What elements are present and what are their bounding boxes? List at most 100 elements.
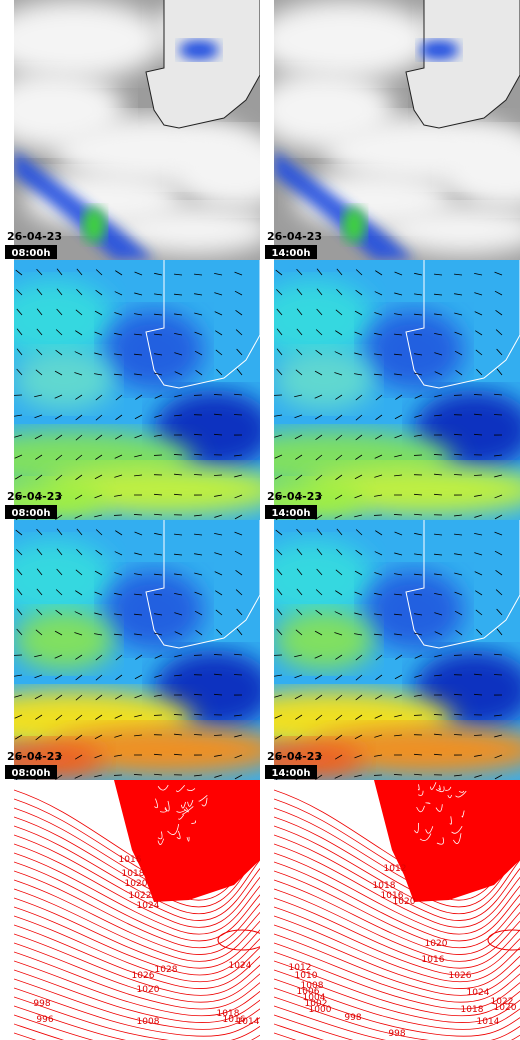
- wind-arrow: [114, 572, 123, 576]
- isobar-label: 1000: [309, 1005, 332, 1015]
- wind-arrow: [414, 293, 423, 296]
- wind-arrow: [434, 394, 443, 398]
- map-panel: [274, 0, 520, 260]
- map-content: [274, 520, 520, 780]
- wind-arrow: [214, 292, 223, 296]
- wind-arrow: [134, 373, 143, 376]
- wind-arrow: [213, 693, 223, 696]
- wind-arrow: [233, 653, 243, 656]
- wind-arrow: [134, 454, 143, 458]
- isobar: [14, 906, 260, 976]
- wind-arrow: [115, 270, 123, 276]
- isobar: [14, 969, 260, 1024]
- wind-arrow: [235, 309, 243, 316]
- wind-arrow: [235, 589, 243, 596]
- wind-arrow: [133, 514, 143, 516]
- wind-arrow: [234, 474, 243, 478]
- wind-arrow: [473, 673, 483, 676]
- wind-arrow: [174, 352, 183, 356]
- isobar: [274, 906, 520, 976]
- wind-arrow: [15, 494, 23, 501]
- wind-arrow: [316, 308, 323, 316]
- wind-arrow: [75, 474, 83, 481]
- terrain-contour: [154, 798, 158, 809]
- wind-arrow: [173, 454, 183, 456]
- wind-arrow: [394, 292, 403, 296]
- wind-arrow: [233, 393, 243, 396]
- isobar-label: 1022: [491, 997, 514, 1007]
- wind-arrow: [474, 292, 483, 296]
- wind-arrow: [355, 414, 363, 421]
- rain-core: [342, 207, 366, 243]
- wind-arrow: [153, 773, 163, 776]
- wind-arrow: [236, 348, 243, 356]
- terrain-contour: [176, 784, 185, 793]
- wind-arrow: [334, 514, 343, 519]
- wind-arrow: [374, 714, 383, 719]
- wind-arrow: [473, 394, 483, 396]
- isobar-label: 1022: [129, 891, 152, 901]
- wind-arrow: [315, 474, 323, 481]
- wind-arrow: [215, 349, 223, 356]
- wind-arrow: [473, 693, 483, 696]
- wind-arrow: [194, 273, 203, 276]
- wind-arrow: [154, 532, 163, 536]
- wind-arrow: [134, 531, 143, 536]
- wind-arrow: [234, 290, 243, 296]
- wind-arrow: [374, 613, 383, 616]
- wind-arrow: [355, 529, 363, 536]
- wind-arrow: [94, 494, 103, 499]
- isobar-label: 1026: [449, 971, 472, 981]
- wind-arrow: [453, 433, 463, 436]
- isobar-label: 998: [344, 1013, 361, 1023]
- wind-arrow: [414, 654, 423, 659]
- map-panel: [14, 260, 260, 520]
- wind-arrow: [276, 308, 283, 316]
- wind-arrow: [295, 714, 303, 720]
- wind-arrow: [434, 654, 443, 658]
- terrain-contour: [451, 825, 463, 834]
- wind-arrow: [94, 633, 103, 636]
- wind-arrow: [74, 632, 83, 636]
- terrain-contour: [418, 790, 424, 796]
- wind-arrow: [114, 633, 123, 636]
- date-label: 26-04-23: [7, 490, 62, 503]
- time-label: 08:00h: [12, 508, 51, 519]
- wind-arrow: [314, 630, 323, 636]
- wind-arrow: [496, 608, 503, 616]
- wind-arrow: [214, 494, 223, 497]
- rain-band: [274, 150, 414, 260]
- isobar: [274, 924, 520, 990]
- wind-arrow: [174, 414, 183, 417]
- wind-arrow: [55, 454, 63, 461]
- wind-arrow: [214, 272, 223, 276]
- wind-arrow: [315, 494, 323, 501]
- wind-arrow: [335, 734, 343, 741]
- wind-arrow: [174, 313, 183, 316]
- isobar: [14, 978, 260, 1030]
- isobar-label: 1026: [132, 971, 155, 981]
- wind-arrow: [494, 774, 503, 780]
- wind-arrow: [173, 733, 183, 736]
- wind-arrow: [234, 531, 243, 536]
- wind-arrow: [75, 414, 83, 421]
- wind-arrow: [154, 414, 163, 418]
- wind-arrow: [94, 352, 103, 356]
- wind-arrow: [434, 631, 443, 636]
- wind-arrow: [234, 714, 243, 717]
- isobar-label: 1018: [461, 1005, 484, 1015]
- wind-arrow: [16, 289, 23, 296]
- wind-arrow: [55, 589, 63, 596]
- wind-arrow: [394, 454, 403, 458]
- wind-arrow: [14, 674, 23, 677]
- wind-arrow: [454, 533, 463, 536]
- isobar-label: 1008: [137, 1017, 160, 1027]
- wind-arrow: [134, 573, 143, 576]
- isobar: [14, 1023, 65, 1040]
- isobar: [274, 978, 520, 1030]
- wind-arrow: [276, 348, 283, 356]
- wind-arrow: [74, 372, 83, 376]
- wind-arrow: [194, 293, 203, 296]
- wind-arrow: [296, 328, 303, 336]
- wind-arrow: [414, 434, 423, 437]
